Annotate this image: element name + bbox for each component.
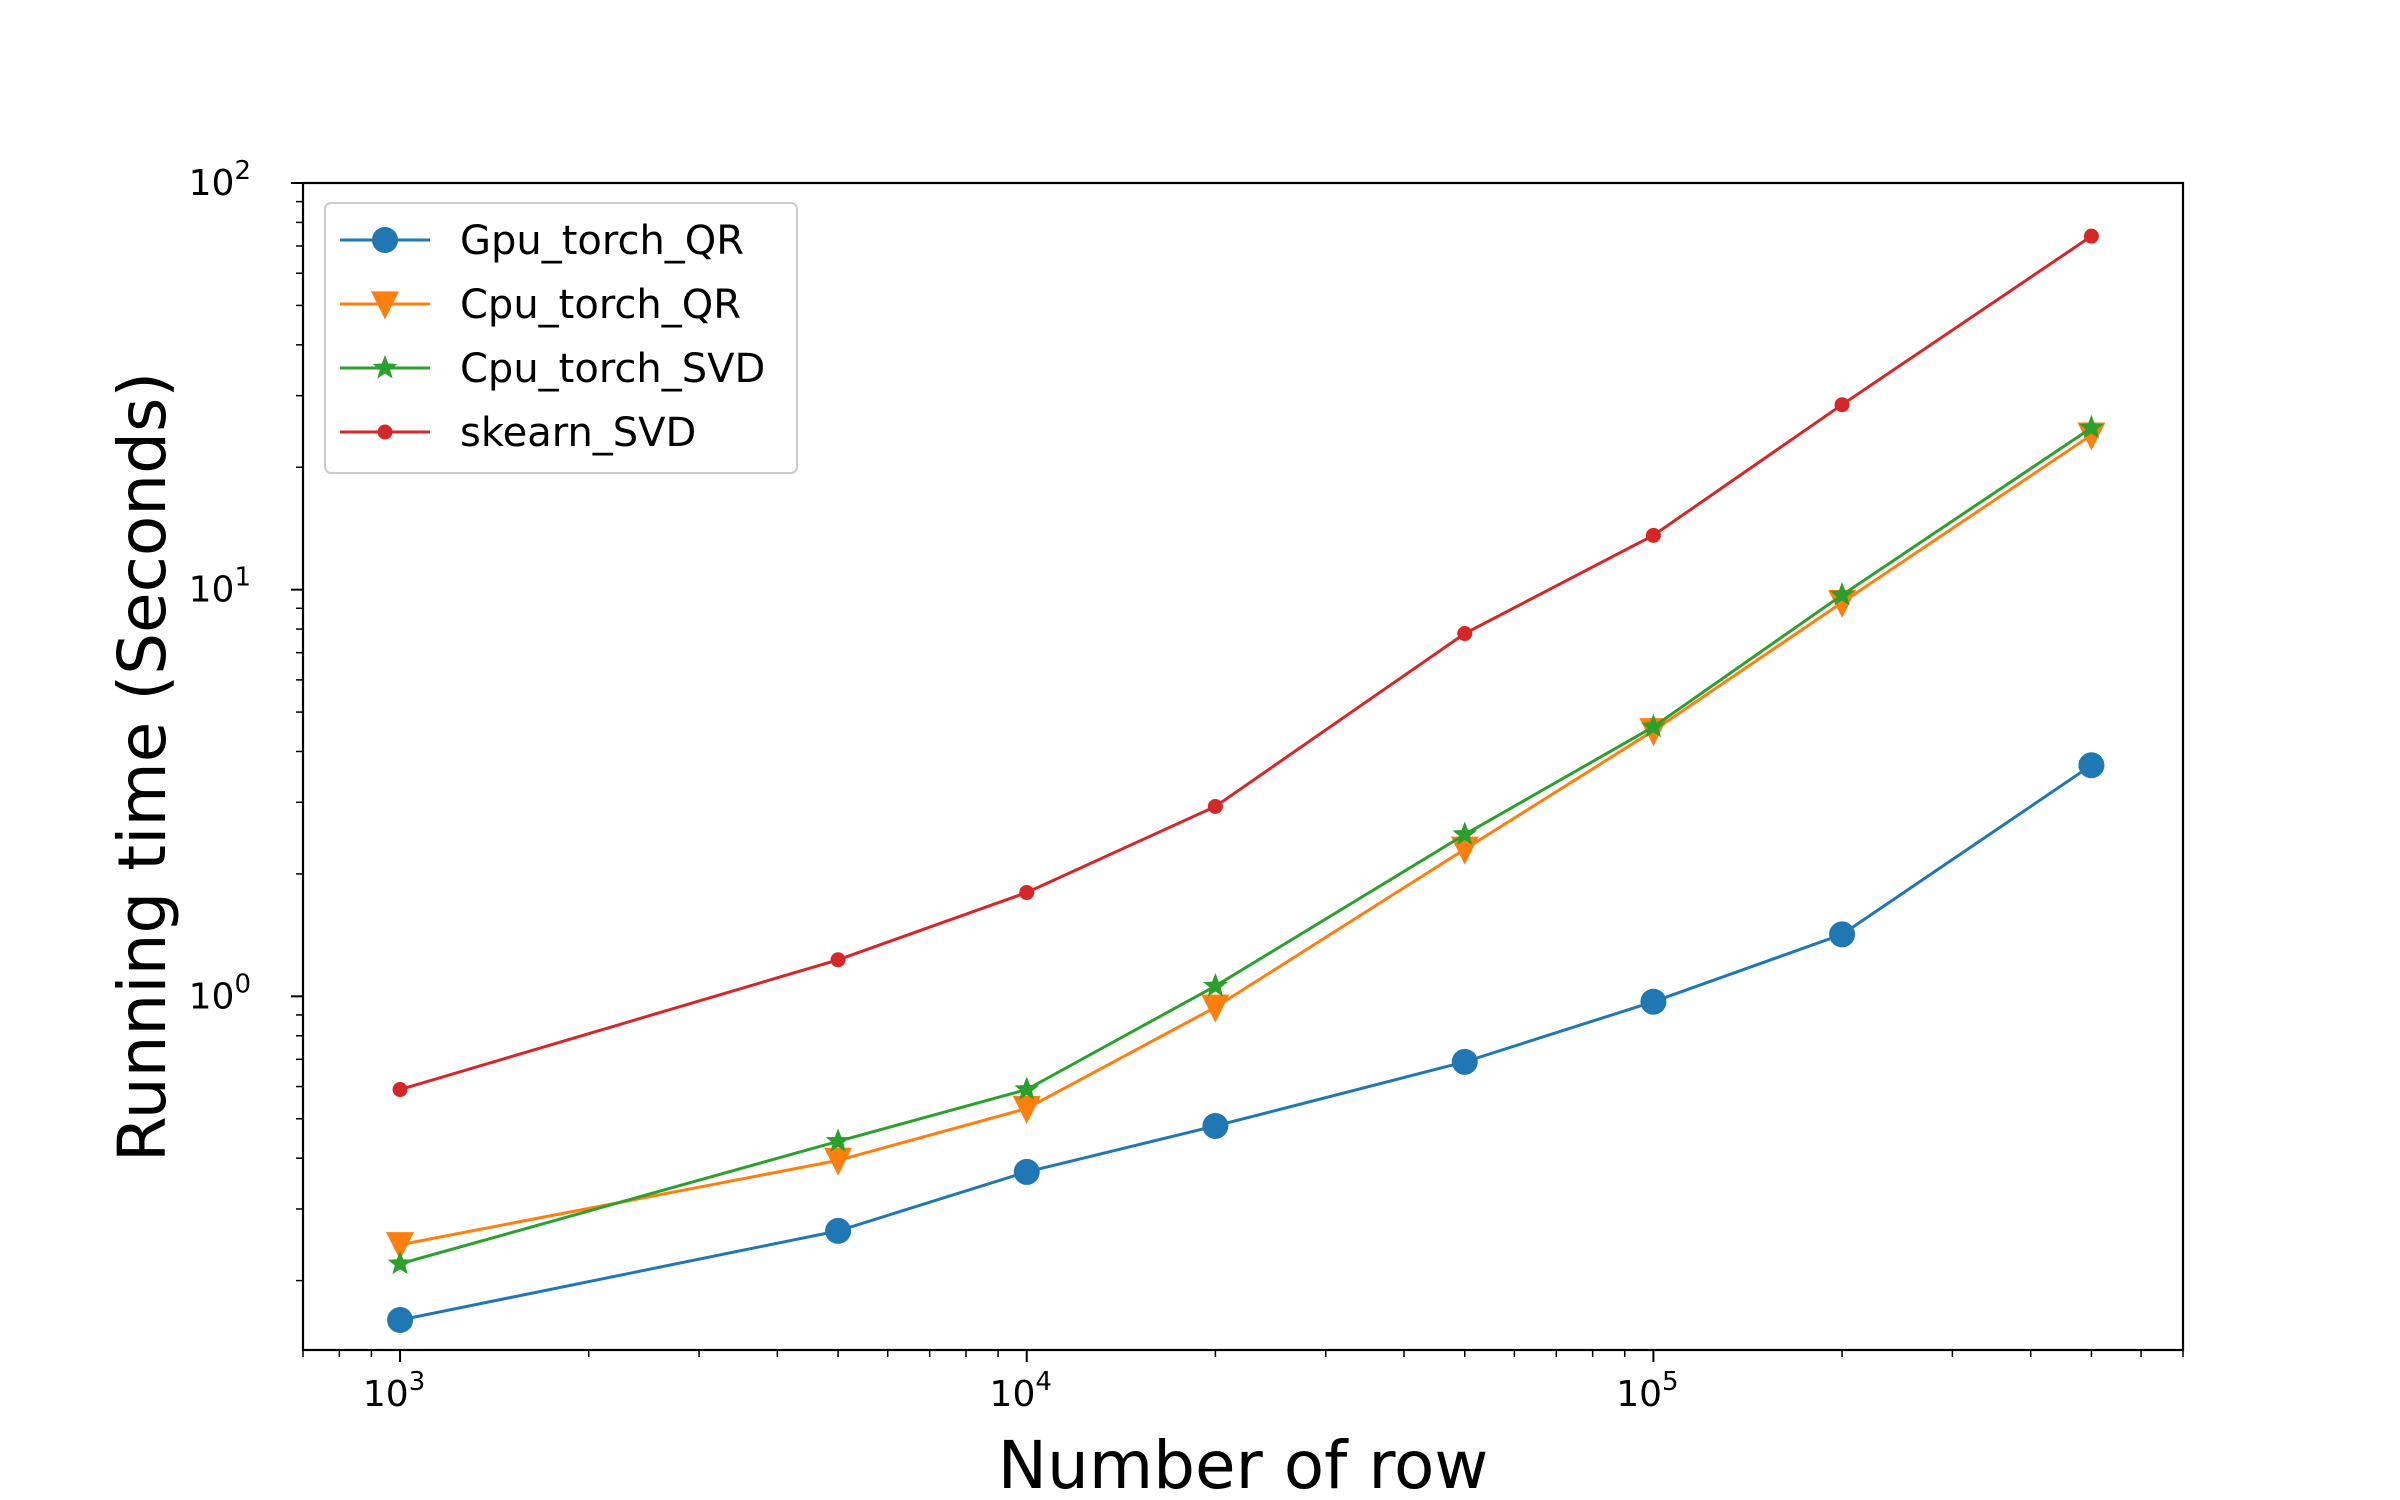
x-tick-label: 103 bbox=[363, 1367, 425, 1415]
x-tick-exponent: 3 bbox=[409, 1367, 426, 1397]
series-line bbox=[399, 433, 2093, 1247]
data-point bbox=[2083, 228, 2099, 244]
data-point bbox=[1641, 713, 1666, 738]
x-axis-ticks: 103 104 105 bbox=[302, 1350, 2184, 1415]
y-tick-label: 102 bbox=[189, 156, 251, 204]
y-tick-base: 10 bbox=[189, 570, 235, 611]
legend-item: Cpu_torch_QR bbox=[340, 282, 741, 328]
y-tick-exponent: 1 bbox=[234, 563, 251, 593]
y-tick-base: 10 bbox=[189, 976, 235, 1017]
data-point bbox=[825, 1128, 851, 1152]
data-point bbox=[1452, 821, 1478, 846]
data-point bbox=[2077, 422, 2106, 451]
data-point bbox=[830, 952, 846, 968]
data-point bbox=[1012, 1095, 1041, 1124]
legend-item: Gpu_torch_QR bbox=[340, 218, 744, 264]
legend-marker bbox=[372, 355, 398, 379]
series-line bbox=[399, 764, 2093, 1322]
data-point bbox=[2079, 414, 2104, 439]
x-tick-exponent: 4 bbox=[1035, 1367, 1052, 1397]
y-tick-exponent: 2 bbox=[234, 156, 251, 186]
data-point bbox=[1201, 994, 1230, 1023]
series-skearn_SVD bbox=[392, 228, 2099, 1098]
legend-frame bbox=[324, 202, 798, 474]
legend-label: Cpu_torch_SVD bbox=[460, 346, 765, 392]
series-Cpu_torch_SVD bbox=[387, 414, 2104, 1275]
y-tick-label: 100 bbox=[189, 969, 251, 1017]
legend-item: skearn_SVD bbox=[340, 410, 696, 456]
x-axis-title: Number of row bbox=[998, 1427, 1489, 1500]
data-point bbox=[825, 1217, 852, 1244]
data-point bbox=[386, 1232, 415, 1261]
data-point bbox=[1202, 1112, 1229, 1139]
legend-label: Gpu_torch_QR bbox=[460, 218, 744, 264]
y-tick-exponent: 0 bbox=[234, 969, 251, 999]
data-point bbox=[1451, 1048, 1478, 1075]
data-point bbox=[1013, 1158, 1040, 1185]
legend: Gpu_torch_QR Cpu_torch_QR Cpu_torch_SVDske… bbox=[324, 202, 798, 474]
data-point bbox=[1457, 626, 1473, 642]
y-tick-label: 101 bbox=[189, 563, 251, 611]
data-point bbox=[1014, 1076, 1040, 1101]
y-axis-title: Running time (Seconds) bbox=[104, 372, 181, 1162]
series-Gpu_torch_QR bbox=[387, 752, 2105, 1333]
x-tick-base: 10 bbox=[990, 1374, 1036, 1415]
data-point bbox=[824, 1147, 853, 1176]
data-point bbox=[392, 1082, 408, 1098]
plot-frame bbox=[301, 181, 2185, 1352]
data-point bbox=[2078, 752, 2105, 779]
x-tick-base: 10 bbox=[1616, 1374, 1662, 1415]
x-tick-label: 104 bbox=[990, 1367, 1052, 1415]
legend-label: Cpu_torch_QR bbox=[460, 282, 741, 328]
series-layer bbox=[386, 228, 2106, 1333]
data-point bbox=[1019, 885, 1035, 901]
data-point bbox=[387, 1306, 414, 1333]
legend-marker bbox=[372, 227, 398, 253]
x-tick-label: 105 bbox=[1616, 1367, 1678, 1415]
data-point bbox=[1834, 397, 1850, 413]
data-point bbox=[1828, 589, 1857, 618]
x-tick-base: 10 bbox=[363, 1374, 409, 1415]
data-point bbox=[1207, 798, 1223, 814]
data-point bbox=[1203, 973, 1228, 997]
x-tick-exponent: 5 bbox=[1662, 1367, 1679, 1397]
data-point bbox=[1829, 582, 1855, 606]
data-point bbox=[1829, 921, 1856, 948]
legend-item: Cpu_torch_SVD bbox=[340, 346, 765, 392]
series-line bbox=[399, 426, 2093, 1266]
data-point bbox=[1645, 527, 1661, 543]
y-tick-base: 10 bbox=[189, 163, 235, 204]
data-point bbox=[387, 1250, 413, 1275]
legend-marker bbox=[377, 424, 393, 440]
data-point bbox=[1640, 988, 1667, 1015]
legend-marker bbox=[371, 291, 399, 320]
series-line bbox=[399, 234, 2093, 1091]
legend-label: skearn_SVD bbox=[460, 410, 696, 456]
